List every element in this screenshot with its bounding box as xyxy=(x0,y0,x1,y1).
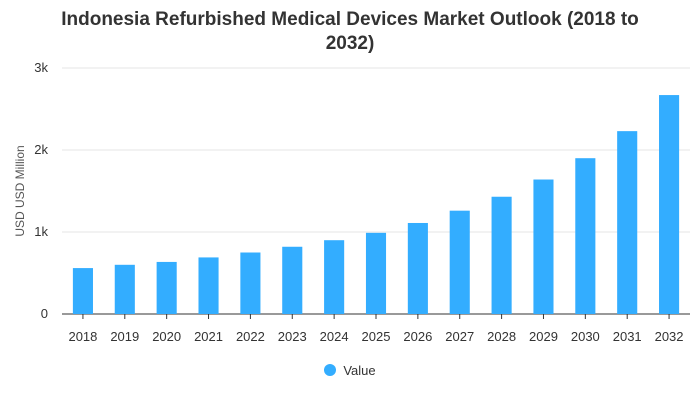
x-tick-label-2031: 2031 xyxy=(613,329,642,344)
y-tick-label: 3k xyxy=(34,60,48,75)
bar-2025[interactable] xyxy=(365,232,387,314)
bar-2020[interactable] xyxy=(156,261,177,314)
x-tick-label-2020: 2020 xyxy=(152,329,181,344)
bar-2031[interactable] xyxy=(617,131,638,314)
legend-swatch xyxy=(324,364,337,376)
bar-2027[interactable] xyxy=(449,210,470,314)
x-tick-label-2019: 2019 xyxy=(110,329,139,344)
bar-series xyxy=(72,95,680,315)
y-axis-title: USD USD Million xyxy=(13,145,27,236)
x-tick-label-2024: 2024 xyxy=(320,329,349,344)
x-tick-label-2022: 2022 xyxy=(236,329,265,344)
bar-2018[interactable] xyxy=(72,268,93,314)
y-tick-label: 0 xyxy=(41,306,48,321)
x-tick-label-2028: 2028 xyxy=(487,329,516,344)
x-tick-label-2025: 2025 xyxy=(362,329,391,344)
bar-2030[interactable] xyxy=(575,158,596,314)
x-tick-label-2023: 2023 xyxy=(278,329,307,344)
bar-2028[interactable] xyxy=(491,196,512,314)
bar-2023[interactable] xyxy=(282,246,303,314)
grid-lines xyxy=(62,67,690,233)
bar-2022[interactable] xyxy=(240,252,261,315)
x-tick-label-2021: 2021 xyxy=(194,329,223,344)
bar-2029[interactable] xyxy=(533,179,554,314)
bar-2019[interactable] xyxy=(114,264,135,314)
legend: Value xyxy=(0,361,700,379)
x-tick-label-2018: 2018 xyxy=(68,329,97,344)
x-tick-label-2029: 2029 xyxy=(529,329,558,344)
legend-label: Value xyxy=(343,362,376,378)
x-tick-label-2030: 2030 xyxy=(571,329,600,344)
axes xyxy=(62,313,690,319)
bar-2032[interactable] xyxy=(659,95,680,314)
x-tick-label-2027: 2027 xyxy=(445,329,474,344)
x-tick-label-2032: 2032 xyxy=(655,329,684,344)
chart-title: Indonesia Refurbished Medical Devices Ma… xyxy=(61,9,639,54)
bar-2024[interactable] xyxy=(324,240,345,314)
bar-2026[interactable] xyxy=(407,222,428,314)
y-tick-label: 2k xyxy=(34,142,48,157)
bar-2021[interactable] xyxy=(198,257,219,314)
y-tick-label: 1k xyxy=(34,224,48,239)
legend-item-value[interactable]: Value xyxy=(324,362,376,378)
tick-labels: 0 1k 2k 3k 2018 2019 2020 2021 2022 2023 2024 2025 2… xyxy=(34,60,683,344)
x-tick-label-2026: 2026 xyxy=(403,329,432,344)
